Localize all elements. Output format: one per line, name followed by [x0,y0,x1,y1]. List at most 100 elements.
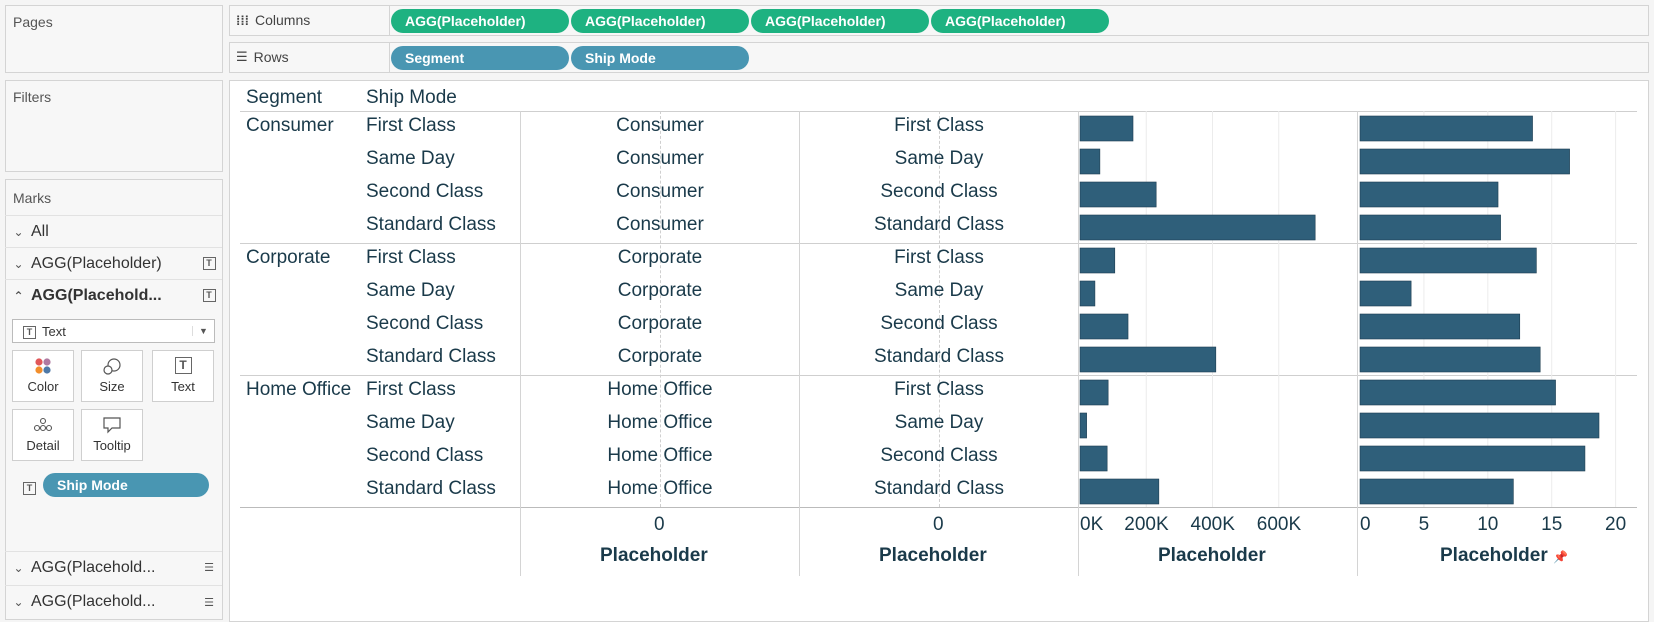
columns-pill-1[interactable]: AGG(Placeholder) [391,9,569,33]
text-cell-ship-mode[interactable]: Same Day [894,148,984,169]
text-cell-ship-mode[interactable]: Standard Class [874,346,1004,367]
columns-shelf[interactable]: ⁞⁞⁞ Columns AGG(Placeholder) AGG(Placeho… [229,5,1649,36]
axis-title-3[interactable]: Placeholder [1158,545,1266,566]
pages-card[interactable]: Pages [5,5,223,73]
text-cell-ship-mode[interactable]: Second Class [880,313,998,334]
axis-title-2[interactable]: Placeholder [879,545,987,566]
text-icon: T [174,357,192,374]
axis-tick: 0K [1080,514,1104,535]
text-cell-segment[interactable]: Home Office [607,379,713,400]
rows-label: Rows [253,49,289,65]
marks-field-pill[interactable]: Ship Mode [43,473,209,497]
marks-agg-2-active[interactable]: ⌃ AGG(Placehold... T [5,279,222,311]
ship-mode-label[interactable]: Same Day [366,280,455,301]
text-cell-ship-mode[interactable]: Second Class [880,181,998,202]
pane-divider [520,111,521,576]
text-cell-ship-mode[interactable]: Same Day [894,280,984,301]
axis-tick: 10 [1477,514,1499,535]
header-divider [240,111,1637,112]
axis-tick: 0 [1360,514,1371,535]
segment-label[interactable]: Home Office [246,379,352,400]
text-button[interactable]: T Text [152,350,214,402]
text-cell-segment[interactable]: Corporate [617,280,703,301]
tooltip-icon [103,417,121,434]
axis-title-4[interactable]: Placeholder 📌 [1440,545,1568,567]
axis-title-1[interactable]: Placeholder [600,545,708,566]
text-cell-segment[interactable]: Corporate [617,313,703,334]
marks-all[interactable]: ⌄ All [5,215,222,247]
text-cell-ship-mode[interactable]: Standard Class [874,478,1004,499]
text-cell-ship-mode[interactable]: First Class [894,115,984,136]
text-cell-segment[interactable]: Home Office [607,445,713,466]
text-mark-icon: T [196,257,222,270]
text-cell-segment[interactable]: Consumer [616,214,704,235]
text-cell-segment[interactable]: Corporate [617,247,703,268]
chevron-down-icon: ⌄ [13,595,24,609]
columns-pill-3[interactable]: AGG(Placeholder) [751,9,929,33]
ship-mode-label[interactable]: First Class [366,379,456,400]
marks-title: Marks [13,190,52,206]
columns-pill-4[interactable]: AGG(Placeholder) [931,9,1109,33]
row-header-segment[interactable]: Segment [246,87,323,108]
text-cell-segment[interactable]: Home Office [607,478,713,499]
color-button[interactable]: Color [12,350,74,402]
filters-card[interactable]: Filters [5,80,223,172]
ship-mode-label[interactable]: Standard Class [366,478,496,499]
marks-item-label: AGG(Placehold... [31,593,156,610]
chevron-down-icon: ⌄ [13,560,24,575]
text-cell-segment[interactable]: Corporate [617,346,703,367]
text-cell-segment[interactable]: Consumer [616,148,704,169]
pane-divider [1078,111,1079,576]
pane-divider [799,111,800,576]
ship-mode-label[interactable]: Standard Class [366,214,496,235]
shelf-divider [389,6,390,35]
marks-item-label: All [31,222,49,240]
text-cell-ship-mode[interactable]: Same Day [894,412,984,433]
marks-agg-3[interactable]: ⌄ AGG(Placehold... ☰ [5,551,222,583]
segment-divider [240,243,1637,244]
segment-label[interactable]: Corporate [246,247,331,268]
text-cell-segment[interactable]: Home Office [607,412,713,433]
chevron-up-icon: ⌃ [13,288,24,303]
rows-pill-ship-mode[interactable]: Ship Mode [571,46,749,70]
rows-pill-segment[interactable]: Segment [391,46,569,70]
text-cell-ship-mode[interactable]: Second Class [880,445,998,466]
tooltip-button[interactable]: Tooltip [81,409,143,461]
ship-mode-label[interactable]: Standard Class [366,346,496,367]
marks-agg-4[interactable]: ⌄ AGG(Placehold... ☰ [5,585,222,618]
ship-mode-label[interactable]: Same Day [366,148,455,169]
text-cell-segment[interactable]: Consumer [616,115,704,136]
color-button-label: Color [27,379,59,394]
text-cell-ship-mode[interactable]: First Class [894,247,984,268]
ship-mode-label[interactable]: Second Class [366,313,484,334]
rows-shelf[interactable]: ☰ Rows Segment Ship Mode [229,42,1649,73]
text-cell-ship-mode[interactable]: First Class [894,379,984,400]
text-mark-icon: T [23,323,36,339]
axis-tick: 400K [1190,514,1235,535]
ship-mode-label[interactable]: First Class [366,115,456,136]
detail-icon [33,417,53,432]
columns-label: Columns [255,12,311,28]
mark-type-dropdown[interactable]: T Text ▼ [12,319,215,343]
columns-pill-2[interactable]: AGG(Placeholder) [571,9,749,33]
size-icon [103,358,121,375]
marks-agg-1[interactable]: ⌄ AGG(Placeholder) T [5,247,222,279]
row-header-ship-mode[interactable]: Ship Mode [366,87,457,108]
detail-button[interactable]: Detail [12,409,74,461]
ship-mode-label[interactable]: Same Day [366,412,455,433]
axis-tick: 20 [1605,514,1627,535]
segment-label[interactable]: Consumer [246,115,334,136]
ship-mode-label[interactable]: Second Class [366,181,484,202]
zero-line [660,111,661,507]
ship-mode-label[interactable]: Second Class [366,445,484,466]
bar-mark-icon: ☰ [204,562,214,574]
text-cell-segment[interactable]: Consumer [616,181,704,202]
text-cell-ship-mode[interactable]: Standard Class [874,214,1004,235]
size-button[interactable]: Size [81,350,143,402]
segment-divider [240,375,1637,376]
pane-divider [1357,111,1358,576]
axis-tick: 600K [1256,514,1302,535]
axis-tick: 5 [1418,514,1430,535]
mark-type-label: Text [42,323,66,339]
ship-mode-label[interactable]: First Class [366,247,456,268]
